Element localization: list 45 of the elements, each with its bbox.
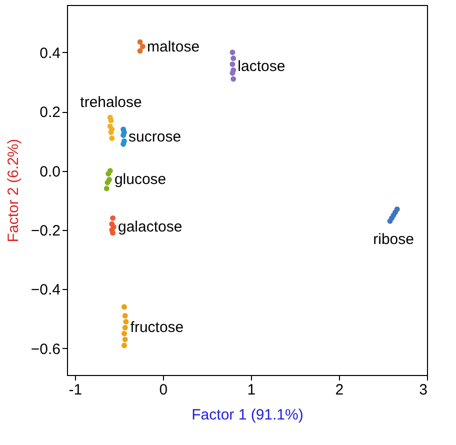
- series-label: ribose: [373, 231, 414, 248]
- x-tick-label: 1: [247, 382, 256, 398]
- point: [106, 170, 112, 176]
- point: [137, 48, 143, 54]
- point: [110, 215, 116, 221]
- point: [109, 135, 115, 141]
- series-label: trehalose: [80, 94, 142, 112]
- point: [137, 39, 143, 45]
- point: [122, 336, 128, 342]
- point: [230, 61, 236, 67]
- y-tick-label: −0.4: [30, 282, 60, 299]
- x-tick-label: -1: [68, 382, 82, 398]
- y-tick-label: 0.2: [40, 104, 60, 122]
- point: [122, 324, 128, 330]
- point: [230, 50, 236, 56]
- x-axis-title: Factor 1 (91.1%): [192, 406, 304, 424]
- point: [140, 44, 146, 50]
- x-tick-label: 2: [335, 382, 344, 398]
- y-tick-label: −0.2: [30, 222, 60, 240]
- point: [121, 330, 127, 336]
- point: [104, 186, 110, 192]
- point: [121, 342, 127, 348]
- point: [122, 313, 128, 319]
- point: [120, 132, 126, 138]
- point: [121, 304, 127, 310]
- y-tick-label: 0.0: [40, 163, 60, 180]
- series-label: lactose: [238, 58, 286, 76]
- point: [387, 218, 393, 224]
- point: [108, 118, 114, 124]
- x-tick-label: 0: [159, 382, 168, 398]
- y-tick-label: 0.4: [40, 44, 60, 62]
- point: [230, 76, 236, 82]
- y-tick-label: −0.6: [30, 340, 60, 358]
- series-label: galactose: [118, 218, 182, 236]
- series-label: sucrose: [128, 128, 182, 146]
- point: [123, 318, 129, 324]
- x-tick-label: 3: [419, 382, 428, 398]
- y-axis-title: Factor 2 (6.2%): [4, 138, 22, 242]
- series-label: glucose: [114, 171, 166, 188]
- point: [108, 130, 114, 136]
- point: [230, 56, 236, 62]
- series-label: fructose: [130, 319, 184, 336]
- point: [110, 230, 116, 236]
- point: [104, 180, 110, 186]
- series-label: maltose: [147, 38, 200, 56]
